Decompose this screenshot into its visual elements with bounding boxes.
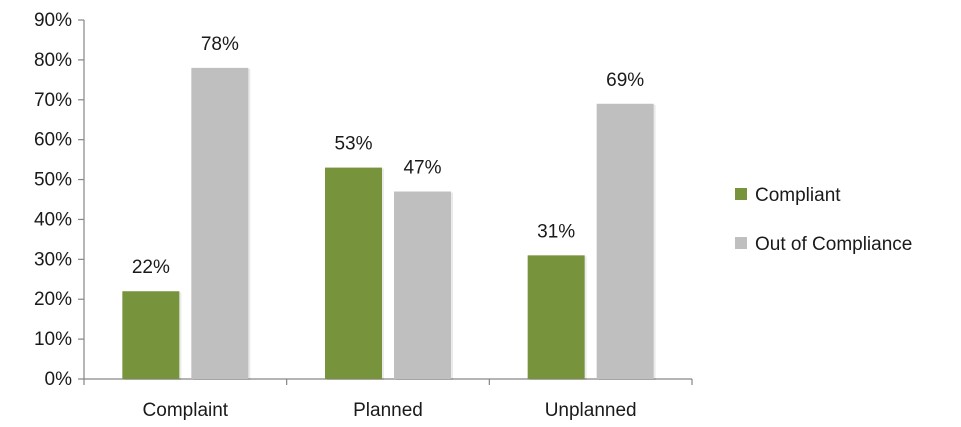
bar-out-of-compliance-planned [394, 191, 451, 379]
y-tick-label: 60% [34, 130, 72, 151]
legend-swatch [735, 237, 747, 249]
bars [122, 67, 656, 381]
x-axis: Complaint Planned Unplanned [83, 378, 693, 421]
y-tick-label: 50% [34, 170, 72, 191]
bar-compliant-complaint [122, 291, 180, 379]
y-tick-label: 20% [34, 289, 72, 310]
data-label: 78% [201, 34, 239, 55]
y-tick-label: 70% [34, 90, 72, 111]
bar-compliant-planned [325, 167, 382, 379]
legend-label: Compliant [755, 185, 841, 206]
data-label: 22% [132, 257, 170, 278]
y-tick-label: 80% [34, 50, 72, 71]
y-tick-label: 90% [34, 10, 72, 31]
bar-out-of-compliance-unplanned [596, 103, 654, 380]
y-tick-label: 40% [34, 209, 72, 230]
data-label: 31% [537, 221, 575, 242]
data-label: 69% [606, 70, 644, 91]
legend-swatch [735, 188, 747, 200]
y-tick-label: 30% [34, 249, 72, 270]
x-tick-label: Complaint [143, 400, 229, 421]
legend-label: Out of Compliance [755, 234, 912, 255]
y-tick-label: 0% [45, 369, 73, 390]
y-axis: 0% 10% 20% 30% 40% 50% 60% 70% 80% 90% [34, 10, 85, 390]
x-tick-label: Planned [353, 400, 423, 421]
data-labels: 22% 78% 53% 47% 31% 69% [132, 34, 644, 278]
y-tick-label: 10% [34, 329, 72, 350]
legend: Compliant Out of Compliance [735, 185, 912, 255]
bar-out-of-compliance-complaint [191, 67, 249, 379]
x-tick-label: Unplanned [545, 400, 637, 421]
bar-compliant-unplanned [527, 255, 585, 379]
data-label: 53% [334, 134, 372, 155]
data-label: 47% [403, 158, 441, 179]
